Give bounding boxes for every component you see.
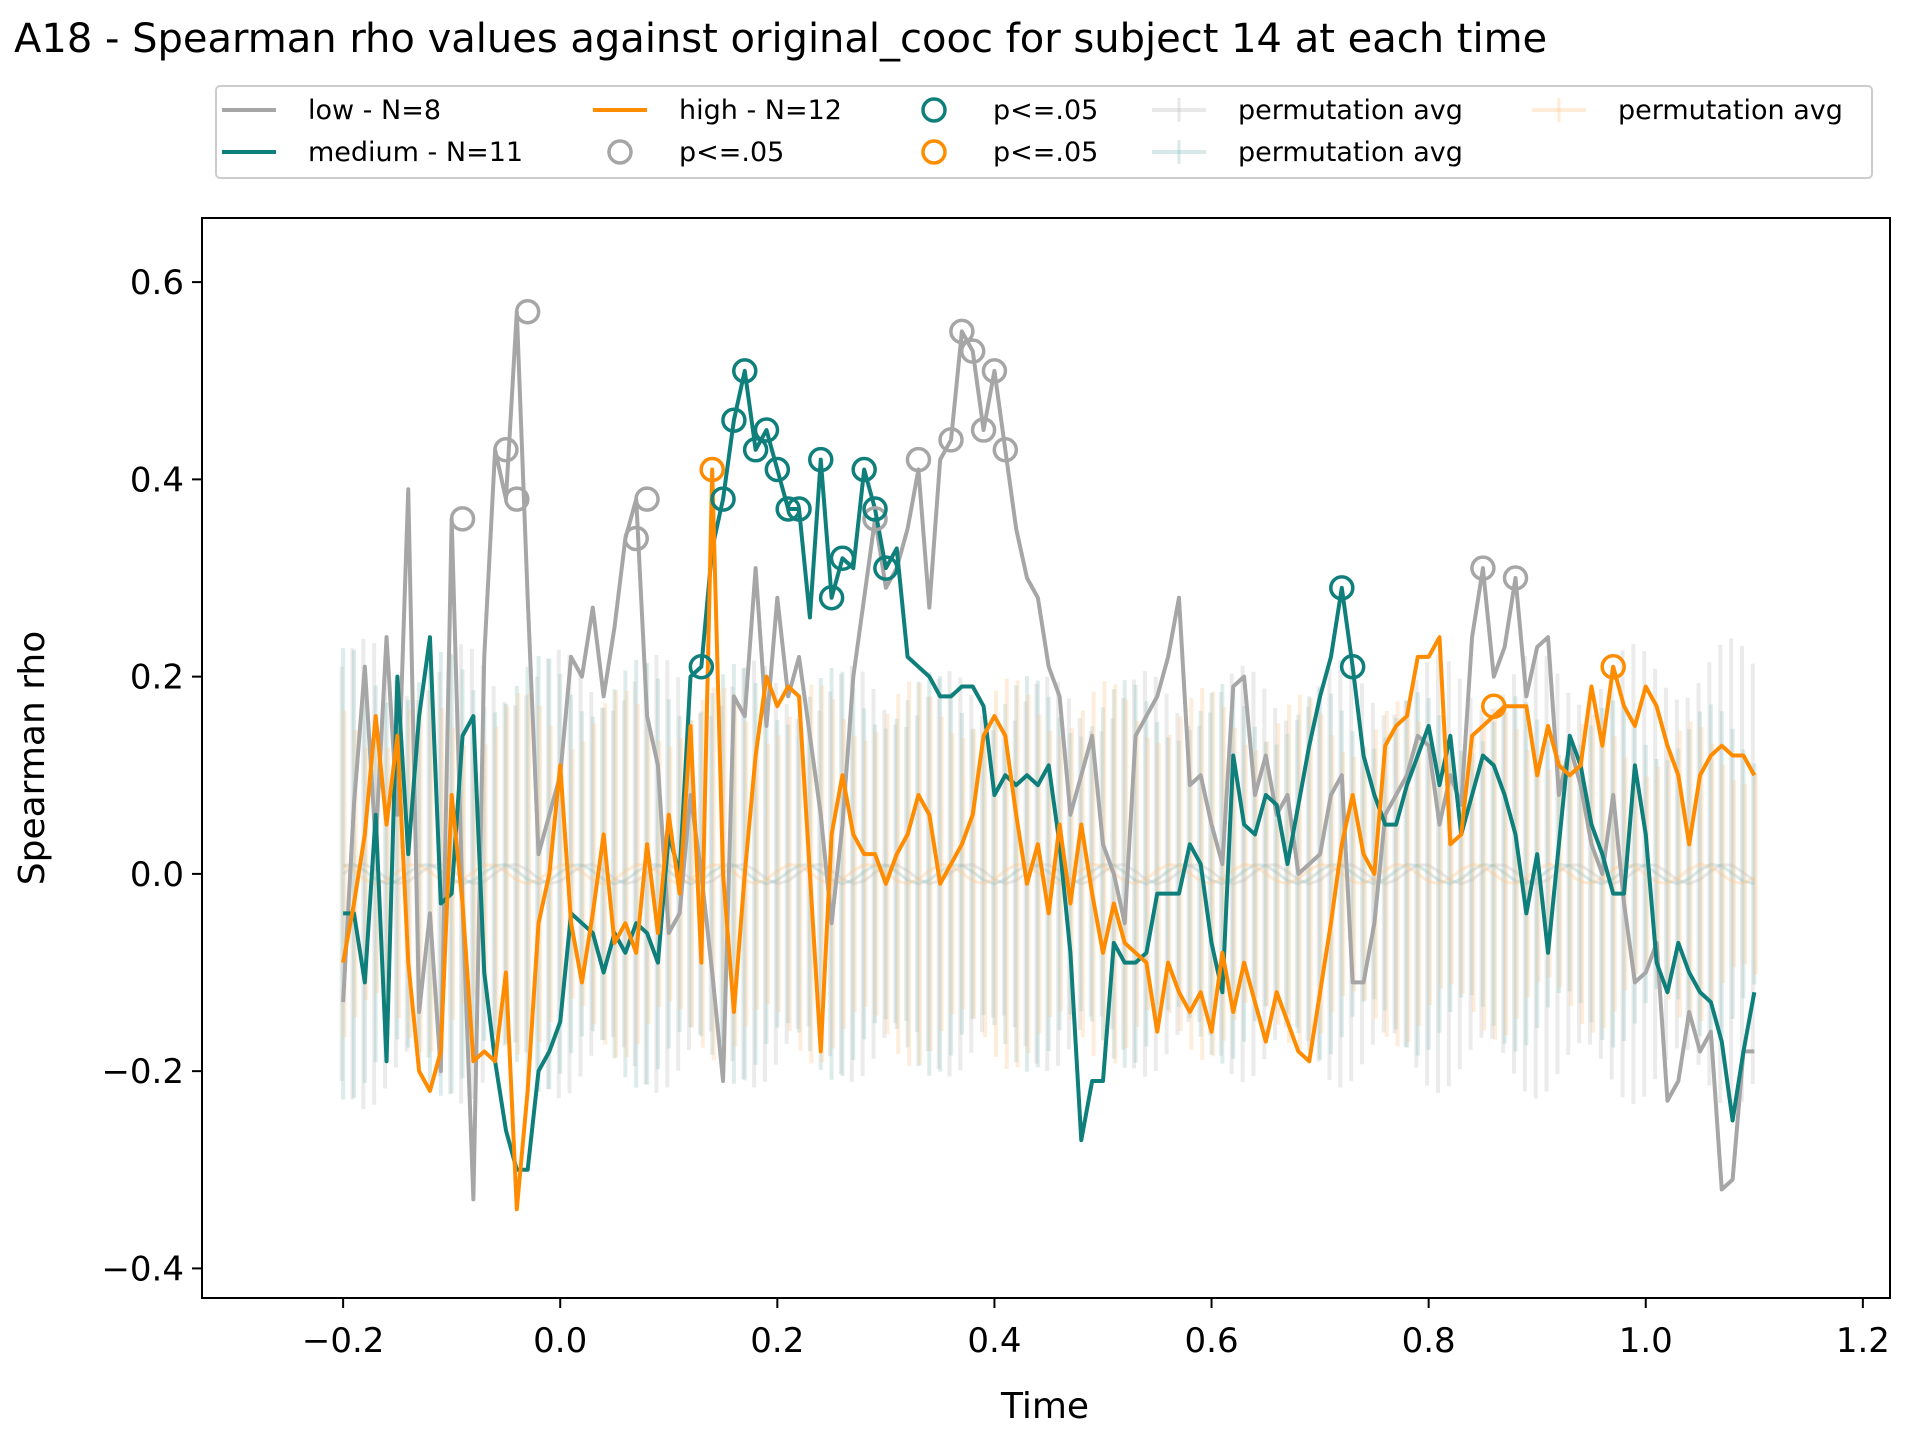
- x-tick-label: 0.2: [750, 1321, 804, 1361]
- series-line-low: [341, 309, 1755, 1202]
- x-tick-label: 0.8: [1402, 1321, 1456, 1361]
- significance-marker: [786, 496, 812, 522]
- legend-label: p<=.05: [993, 95, 1098, 126]
- legend-label: medium - N=11: [308, 137, 523, 168]
- significance-marker: [1339, 654, 1366, 680]
- significance-marker: [949, 318, 975, 345]
- significance-marker: [981, 358, 1008, 384]
- significance-marker: [1481, 693, 1507, 719]
- significance-marker: [634, 486, 660, 512]
- significance-marker: [818, 584, 845, 611]
- significance-marker: [721, 407, 747, 433]
- x-tick-label: 0.0: [533, 1321, 587, 1361]
- y-tick-label: 0.4: [130, 460, 184, 500]
- significance-marker: [449, 506, 476, 532]
- significance-marker: [873, 555, 899, 581]
- series-line-high: [341, 467, 1757, 1212]
- significance-marker: [623, 525, 649, 552]
- significance-marker: [851, 456, 877, 483]
- legend-swatch-circle: [921, 97, 947, 123]
- chart-title: A18 - Spearman rho values against origin…: [14, 16, 1547, 62]
- y-tick-label: −0.2: [101, 1052, 184, 1092]
- significance-marker: [862, 506, 888, 532]
- y-axis: −0.4 −0.2 0.0 0.2 0.4 0.6: [101, 263, 202, 1289]
- significance-marker: [992, 437, 1019, 463]
- significance-marker: [970, 417, 997, 443]
- significance-marker: [764, 456, 791, 483]
- plot-area: [201, 217, 1891, 1299]
- x-tick-label: 0.4: [967, 1321, 1021, 1361]
- legend-swatch-circle: [921, 139, 947, 165]
- legend-label: permutation avg: [1238, 137, 1463, 168]
- significance-marker: [742, 437, 769, 463]
- significance-marker: [493, 437, 519, 463]
- x-tick-label: −0.2: [302, 1321, 385, 1361]
- significance-marker: [905, 446, 932, 473]
- significance-marker: [959, 338, 986, 364]
- legend-swatch-circle: [607, 139, 633, 165]
- significance-marker: [710, 486, 736, 512]
- legend-items: low - N=8 medium - N=11 high - N=12 p<=.05 p…: [222, 95, 1843, 168]
- x-tick-label: 1.0: [1619, 1321, 1673, 1361]
- significance-markers: [449, 298, 1626, 719]
- significance-marker: [504, 486, 530, 512]
- x-tick-label: 1.2: [1836, 1321, 1890, 1361]
- series-lines: [341, 309, 1757, 1212]
- significance-marker: [753, 417, 780, 443]
- y-axis-label: Spearman rho: [12, 631, 53, 885]
- significance-marker: [732, 358, 758, 384]
- y-tick-label: 0.6: [130, 263, 184, 303]
- x-axis: −0.2 0.0 0.2 0.4 0.6 0.8 1.0 1.2: [302, 1298, 1890, 1361]
- significance-marker: [1502, 565, 1529, 591]
- legend-label: p<=.05: [993, 137, 1098, 168]
- legend-label: high - N=12: [679, 95, 842, 126]
- significance-marker: [862, 496, 888, 522]
- significance-marker: [699, 456, 725, 483]
- legend-label: p<=.05: [679, 137, 784, 168]
- significance-marker: [829, 545, 856, 572]
- significance-marker: [514, 298, 541, 325]
- x-tick-label: 0.6: [1185, 1321, 1239, 1361]
- series-line-medium: [343, 368, 1757, 1172]
- plot-frame: [201, 217, 1891, 1299]
- significance-marker: [1329, 575, 1355, 601]
- y-tick-label: 0.2: [130, 658, 184, 698]
- permutation-avg-line: [342, 862, 1756, 886]
- legend-label: low - N=8: [308, 95, 441, 126]
- significance-marker: [775, 496, 801, 522]
- permutation-avg-line: [342, 862, 1755, 886]
- significance-marker: [688, 654, 715, 680]
- significance-marker: [1470, 555, 1496, 581]
- legend-label: permutation avg: [1238, 95, 1463, 126]
- legend-label: permutation avg: [1618, 95, 1843, 126]
- x-axis-label: Time: [1000, 1386, 1089, 1427]
- significance-marker: [938, 427, 964, 453]
- y-tick-label: −0.4: [101, 1249, 184, 1289]
- significance-marker: [808, 446, 834, 473]
- y-tick-label: 0.0: [130, 855, 184, 895]
- legend: low - N=8 medium - N=11 high - N=12 p<=.05 p…: [215, 85, 1873, 179]
- significance-marker: [1600, 654, 1626, 680]
